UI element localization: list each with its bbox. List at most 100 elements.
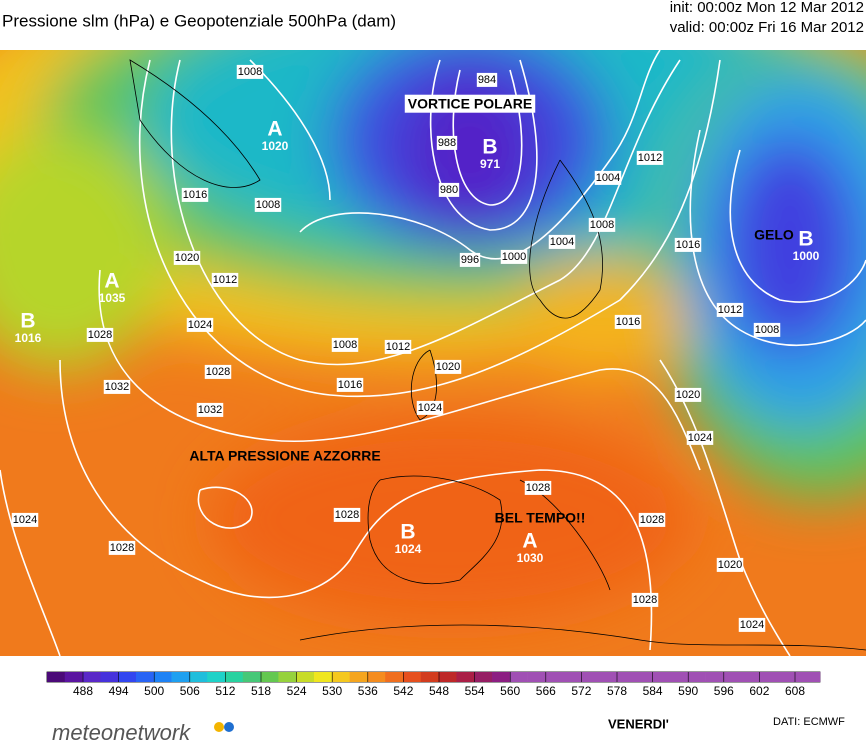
- center-value: 1000: [793, 249, 820, 263]
- colorbar-swatch: [118, 672, 137, 682]
- colorbar-swatch: [456, 672, 475, 682]
- isobar-label-box: [738, 617, 766, 632]
- center-letter: A: [267, 118, 282, 141]
- colorbar-swatch: [189, 672, 208, 682]
- colorbar-swatch: [652, 672, 671, 682]
- map-field: [0, 50, 866, 656]
- colorbar-swatch: [741, 672, 760, 682]
- colorbar-tick-label: 578: [607, 684, 627, 698]
- center-value: 971: [480, 157, 500, 171]
- colorbar-swatch: [278, 672, 297, 682]
- isobar-label-box: [674, 237, 702, 252]
- colorbar-tick-label: 542: [393, 684, 413, 698]
- isobar-label-box: [614, 314, 642, 329]
- colorbar-swatch: [47, 672, 66, 682]
- isobar-label-box: [476, 72, 498, 87]
- colorbar-tick-label: 608: [785, 684, 805, 698]
- isobar-label-box: [108, 540, 136, 555]
- isobar-label: 1012: [386, 341, 410, 353]
- isobar-label-box: [716, 302, 744, 317]
- colorbar-swatch: [545, 672, 564, 682]
- isobar-label: 1016: [338, 379, 362, 391]
- colorbar-swatch: [581, 672, 600, 682]
- colorbar-swatch: [670, 672, 689, 682]
- colorbar-swatch: [420, 672, 439, 682]
- annotation-box: [404, 94, 536, 113]
- colorbar-swatch: [812, 672, 821, 682]
- colorbar-tick-label: 494: [109, 684, 129, 698]
- colorbar-swatch: [349, 672, 368, 682]
- isobar-label: 1028: [633, 594, 657, 606]
- colorbar-tick-label: 560: [500, 684, 520, 698]
- colorbar-swatch: [759, 672, 778, 682]
- isobar-label: 1012: [718, 304, 742, 316]
- isobar-label: 1020: [676, 389, 700, 401]
- isobar-label: 1028: [640, 514, 664, 526]
- colorbar-swatch: [705, 672, 724, 682]
- colorbar-swatch: [492, 672, 511, 682]
- isobar-label-box: [331, 337, 359, 352]
- colorbar-swatch: [403, 672, 422, 682]
- colorbar-tick-label: 584: [643, 684, 663, 698]
- isobar-label: 1000: [502, 251, 526, 263]
- isobar-label-box: [524, 480, 552, 495]
- isobar-label: 1004: [550, 236, 574, 248]
- colorbar-swatch: [331, 672, 350, 682]
- isobar-label: 1028: [88, 329, 112, 341]
- center-letter: B: [798, 228, 813, 251]
- colorbar-swatch: [385, 672, 404, 682]
- isobar-label-box: [416, 400, 444, 415]
- init-time: init: 00:00z Mon 12 Mar 2012: [670, 0, 864, 16]
- colorbar-tick-label: 566: [536, 684, 556, 698]
- colorbar-swatch: [438, 672, 457, 682]
- isobar-label: 1008: [238, 66, 262, 78]
- colorbar-swatch: [225, 672, 244, 682]
- center-value: 1035: [99, 291, 126, 305]
- isobar-label-box: [181, 187, 209, 202]
- isobar-label: 1016: [676, 239, 700, 251]
- isobar-label: 980: [440, 184, 458, 196]
- isobar-label: 1020: [175, 252, 199, 264]
- isobar-label: 1024: [188, 319, 212, 331]
- isobar-label-box: [636, 150, 664, 165]
- isobar-label-box: [173, 250, 201, 265]
- isobar-label-box: [638, 512, 666, 527]
- isobar-label-box: [186, 317, 214, 332]
- colorbar-swatch: [474, 672, 493, 682]
- center-value: 1020: [262, 139, 289, 153]
- colorbar-tick-label: 518: [251, 684, 271, 698]
- isobar-label: 1032: [198, 404, 222, 416]
- isobar-label-box: [438, 182, 460, 197]
- isobar-label: 1024: [688, 432, 712, 444]
- colorbar-swatch: [100, 672, 119, 682]
- colorbar-swatch: [509, 672, 528, 682]
- center-value: 1030: [517, 551, 544, 565]
- isobar-label: 1016: [183, 189, 207, 201]
- isobar-label-box: [594, 170, 622, 185]
- isobar-label: 1012: [638, 152, 662, 164]
- isobar-label-box: [254, 197, 282, 212]
- colorbar-swatch: [153, 672, 172, 682]
- annotation: VORTICE POLARE: [408, 96, 532, 112]
- colorbar-swatch: [776, 672, 795, 682]
- isobar-label: 1024: [13, 514, 37, 526]
- isobar-label-box: [716, 557, 744, 572]
- isobar-label: 988: [438, 137, 456, 149]
- colorbar-swatch: [242, 672, 261, 682]
- colorbar-swatch: [687, 672, 706, 682]
- isobar-label-box: [236, 64, 264, 79]
- center-letter: A: [522, 530, 537, 553]
- isobar-label-box: [103, 379, 131, 394]
- isobar-label-box: [211, 272, 239, 287]
- isobar-label-box: [548, 234, 576, 249]
- colorbar-tick-label: 488: [73, 684, 93, 698]
- isobar-label: 984: [478, 74, 496, 86]
- isobar-label: 996: [461, 254, 479, 266]
- isobar-label: 1028: [206, 366, 230, 378]
- annotation: BEL TEMPO!!: [495, 510, 586, 526]
- colorbar-swatch: [367, 672, 386, 682]
- isobar-label: 1012: [213, 274, 237, 286]
- isobar-label: 1008: [590, 219, 614, 231]
- isobar-label: 1008: [333, 339, 357, 351]
